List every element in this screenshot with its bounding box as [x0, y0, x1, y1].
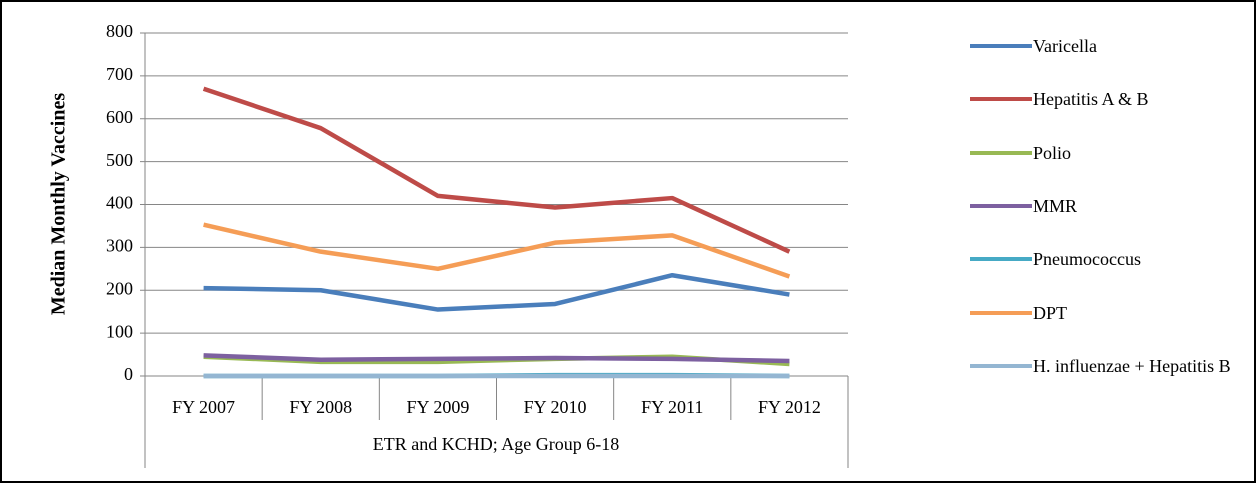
y-tick-label: 800 — [106, 21, 133, 41]
legend-swatch — [970, 150, 1032, 155]
legend-label: MMR — [1033, 195, 1078, 216]
y-tick-label: 0 — [124, 364, 133, 384]
legend-swatch — [970, 203, 1032, 208]
y-tick-label: 600 — [106, 107, 133, 127]
legend-label: Polio — [1033, 142, 1072, 163]
y-tick-label: 300 — [106, 236, 133, 256]
y-axis-title: Median Monthly Vaccines — [48, 93, 70, 315]
y-tick-label: 100 — [106, 321, 133, 341]
legend-label: Varicella — [1033, 36, 1097, 56]
legend-swatch — [970, 257, 1032, 262]
legend-label: DPT — [1033, 302, 1068, 323]
y-tick-label: 700 — [106, 64, 133, 84]
legend-swatch — [970, 44, 1032, 48]
legend-swatch — [970, 363, 1032, 368]
series-line — [202, 86, 791, 254]
y-tick-label: 400 — [106, 193, 133, 213]
y-tick-label: 500 — [106, 150, 133, 170]
x-tick-label: FY 2008 — [289, 397, 352, 417]
series-line — [203, 272, 790, 312]
x-tick-label: FY 2011 — [641, 397, 703, 417]
legend-label: Pneumococcus — [1033, 249, 1141, 270]
legend-label: Hepatitis A & B — [1033, 89, 1149, 110]
legend-swatch — [970, 97, 1032, 102]
x-tick-label: FY 2007 — [172, 397, 235, 417]
x-tick-label: FY 2012 — [758, 397, 821, 417]
group-label: ETR and KCHD; Age Group 6-18 — [373, 434, 619, 454]
series-line — [203, 222, 791, 279]
series-line — [203, 353, 790, 364]
x-tick-label: FY 2009 — [406, 397, 469, 417]
y-tick-label: 200 — [106, 278, 133, 298]
legend-swatch — [970, 310, 1032, 315]
legend-label: H. influenzae + Hepatitis B — [1033, 355, 1231, 376]
x-tick-label: FY 2010 — [524, 397, 587, 417]
